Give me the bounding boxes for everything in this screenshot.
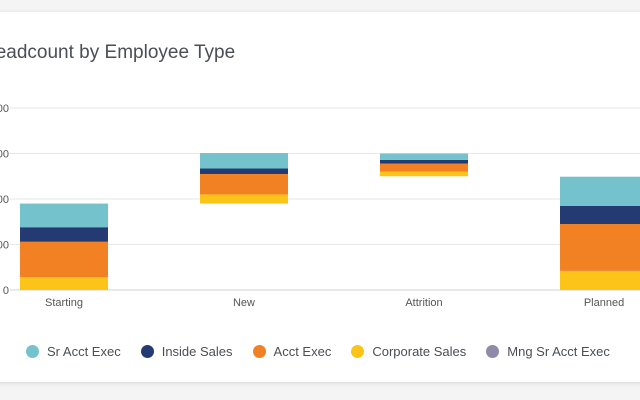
y-tick-label: 400 bbox=[0, 103, 9, 115]
legend-item[interactable]: Acct Exec bbox=[252, 344, 332, 359]
bar-segment[interactable] bbox=[560, 224, 640, 271]
bar-segment[interactable] bbox=[560, 270, 640, 290]
x-category-label: Attrition bbox=[405, 297, 442, 309]
legend-swatch bbox=[140, 345, 154, 358]
chart-title: Headcount by Employee Type bbox=[0, 42, 236, 63]
legend-swatch bbox=[252, 345, 266, 358]
bar-segment[interactable] bbox=[200, 173, 288, 195]
legend-label: Inside Sales bbox=[161, 344, 233, 359]
bar-segment[interactable] bbox=[560, 205, 640, 225]
bar-segment[interactable] bbox=[200, 153, 288, 169]
legend-swatch bbox=[26, 345, 39, 358]
y-tick-label: 0 bbox=[3, 285, 9, 297]
x-category-label: Starting bbox=[45, 297, 83, 309]
legend-label: Mng Sr Acct Exec bbox=[507, 344, 610, 359]
legend-item[interactable]: Corporate Sales bbox=[351, 344, 466, 359]
bar-segment[interactable] bbox=[380, 159, 468, 164]
bar-segment[interactable] bbox=[200, 168, 288, 174]
y-tick-label: 200 bbox=[0, 194, 9, 206]
x-category-label: New bbox=[233, 297, 255, 309]
bar-segment[interactable] bbox=[380, 171, 468, 177]
legend-label: Sr Acct Exec bbox=[47, 344, 121, 359]
legend-item[interactable]: Mng Sr Acct Exec bbox=[486, 344, 610, 359]
legend-label: Corporate Sales bbox=[372, 344, 467, 359]
legend-swatch bbox=[486, 345, 500, 358]
bar-segment[interactable] bbox=[20, 241, 108, 278]
bar-segment[interactable] bbox=[380, 153, 468, 160]
chart-card bbox=[0, 12, 640, 382]
bar-segment[interactable] bbox=[380, 163, 468, 172]
bar-segment[interactable] bbox=[20, 203, 108, 228]
bar-segment[interactable] bbox=[200, 194, 288, 204]
legend-label: Acct Exec bbox=[273, 344, 332, 359]
bar-segment[interactable] bbox=[20, 277, 108, 290]
bar-segment[interactable] bbox=[560, 176, 640, 206]
legend-item[interactable]: Inside Sales bbox=[140, 344, 233, 359]
bar-segment[interactable] bbox=[20, 227, 108, 242]
legend-swatch bbox=[351, 345, 365, 358]
y-tick-label: 100 bbox=[0, 240, 9, 252]
y-tick-label: 300 bbox=[0, 149, 9, 161]
legend-item[interactable]: Sr Acct Exec bbox=[26, 344, 121, 359]
chart-legend: Sr Acct Exec Inside Sales Acct Exec Corpora… bbox=[26, 344, 630, 359]
x-category-label: Planned bbox=[584, 297, 624, 309]
